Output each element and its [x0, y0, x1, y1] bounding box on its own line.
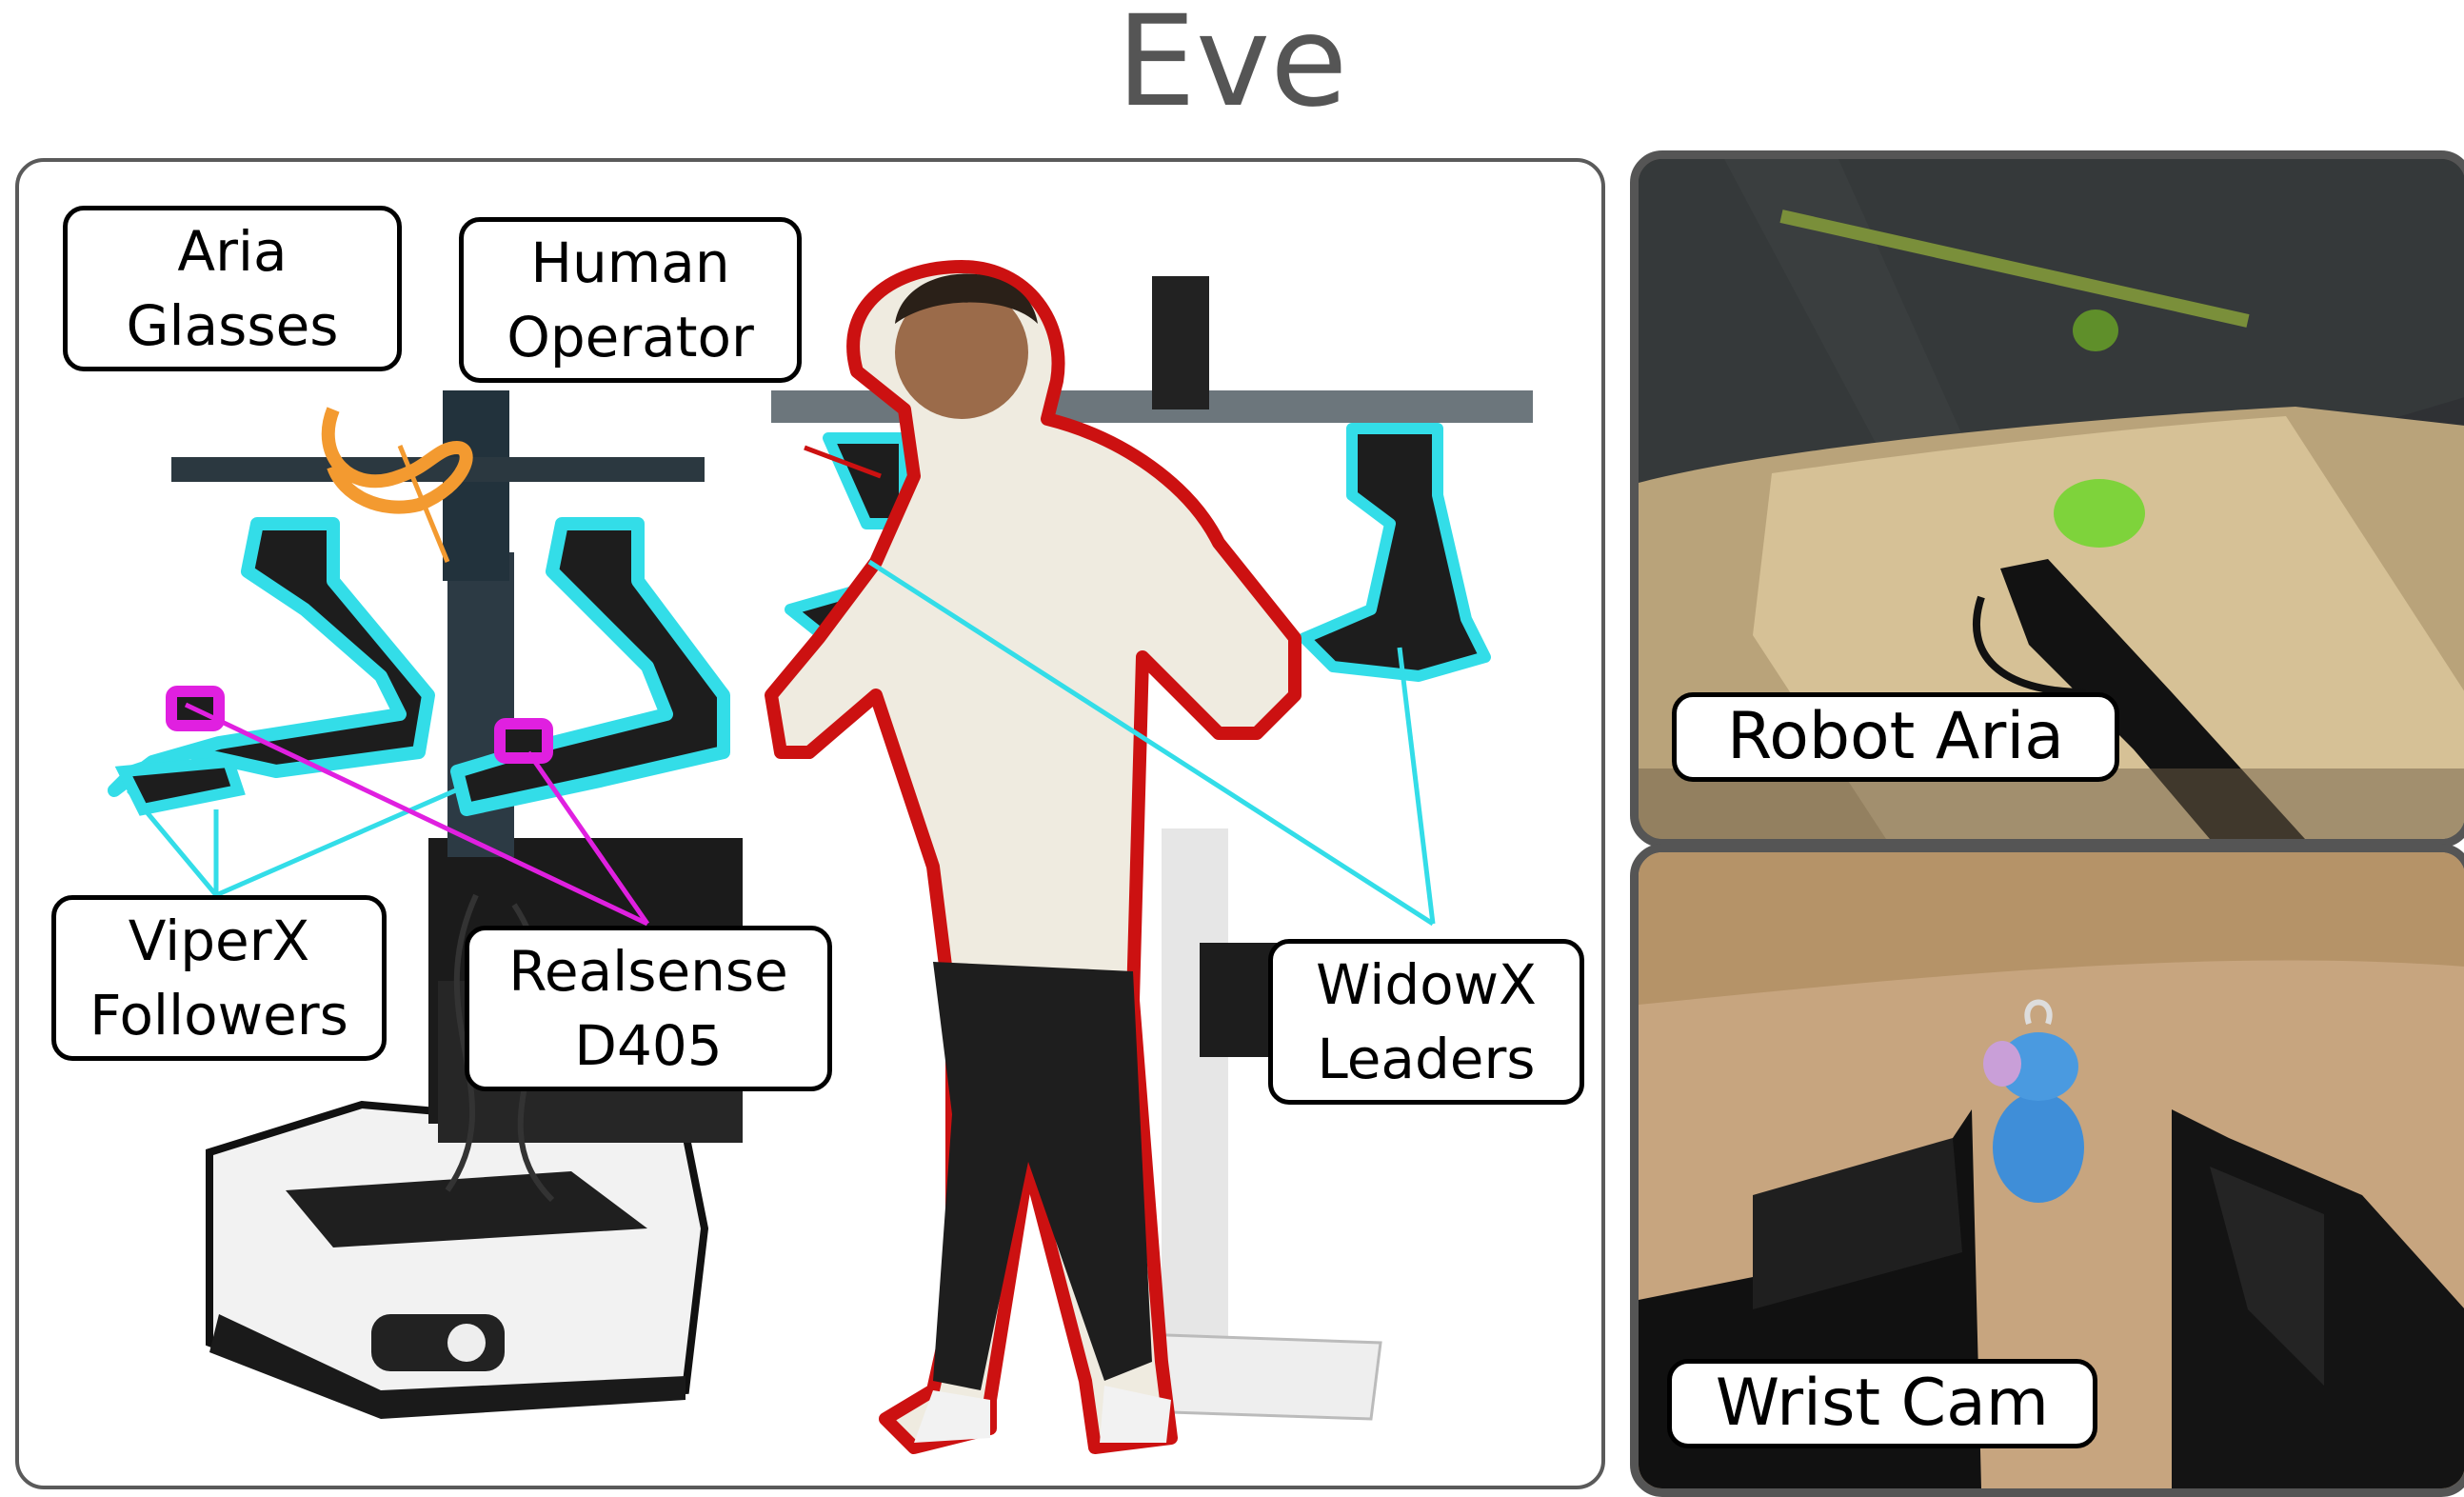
label-aria-glasses: Aria Glasses [63, 206, 402, 371]
aria-glasses-outline [321, 407, 473, 514]
label-robot-aria: Robot Aria [1672, 692, 2119, 782]
mobile-base [206, 1100, 709, 1419]
label-human-operator: Human Operator [459, 217, 802, 383]
label-wrist-cam: Wrist Cam [1667, 1359, 2097, 1448]
human-operator-figure [765, 260, 1302, 1454]
robot-aria-view: Robot Aria [1630, 150, 2464, 848]
wrist-cam-view: Wrist Cam [1630, 844, 2464, 1497]
viperx-follower-arms [108, 517, 730, 816]
label-widowx-leaders: WidowX Leaders [1268, 939, 1584, 1105]
robot-setup-panel: Aria Glasses Human Operator ViperX Follo… [15, 158, 1605, 1489]
callout-lines [127, 445, 1436, 927]
label-viperx-followers: ViperX Followers [51, 895, 387, 1061]
figure-title: Eve [1116, 0, 1348, 135]
label-realsense-d405: Realsense D405 [465, 926, 832, 1091]
